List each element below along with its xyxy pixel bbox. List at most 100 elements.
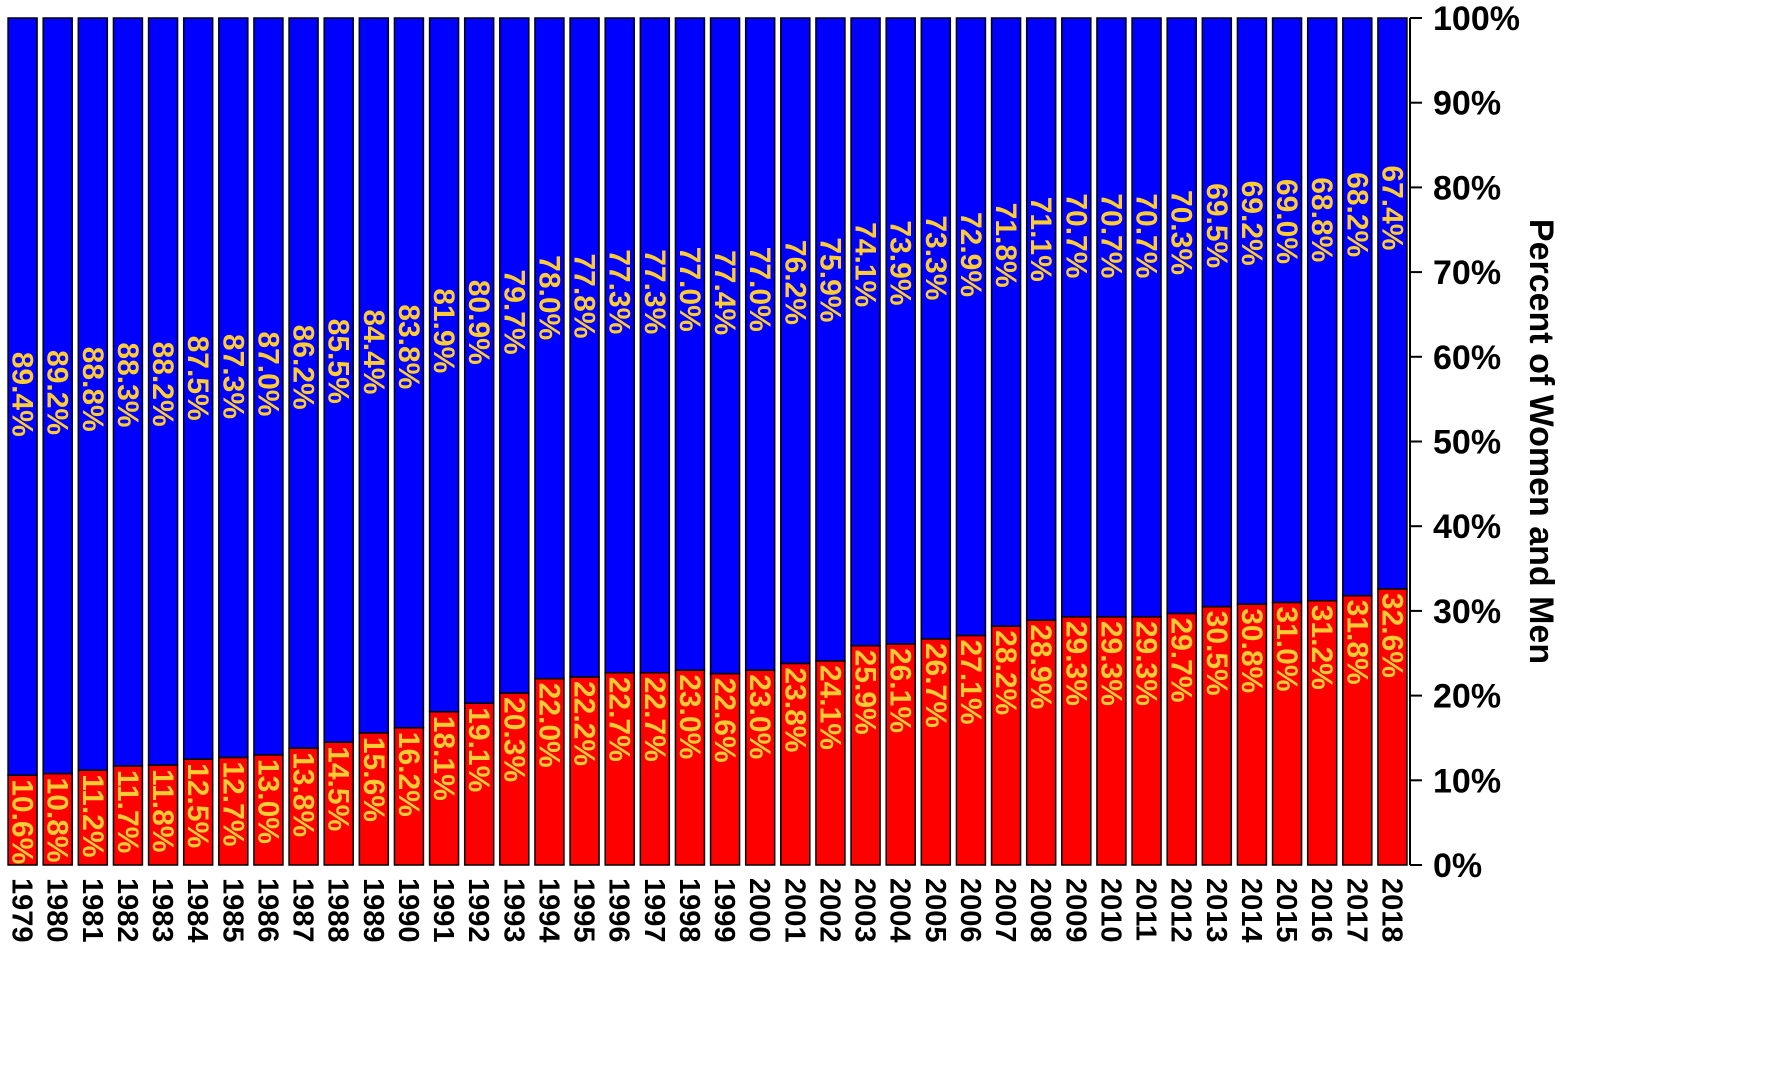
value-label-lower: 15.6% bbox=[357, 737, 390, 822]
value-label-upper: 87.0% bbox=[251, 331, 284, 416]
x-tick-label: 1999 bbox=[708, 878, 740, 943]
value-label-upper: 77.3% bbox=[638, 249, 671, 334]
value-label-lower: 23.0% bbox=[743, 674, 776, 759]
value-label-lower: 28.2% bbox=[989, 630, 1022, 715]
y-axis: 0% 10% 20% 30% 40% 50% 60% 70% 80% 90% 100% bbox=[1409, 0, 1520, 885]
value-label-lower: 18.1% bbox=[427, 716, 460, 801]
bar-upper-2013 bbox=[1201, 17, 1233, 608]
value-label-upper: 74.1% bbox=[849, 222, 882, 307]
value-label-upper: 88.3% bbox=[111, 342, 144, 427]
bar-lower-1987 bbox=[288, 747, 319, 866]
x-tick-label: 2004 bbox=[884, 878, 916, 943]
bar-lower-2000 bbox=[744, 669, 776, 866]
bar-lower-1999 bbox=[709, 672, 741, 866]
y-tick-label: 60% bbox=[1433, 339, 1501, 377]
value-label-upper: 70.7% bbox=[1130, 193, 1163, 278]
value-label-lower: 24.1% bbox=[813, 665, 846, 750]
bar-upper-1984 bbox=[182, 17, 214, 760]
bar-lower-2005 bbox=[920, 638, 952, 866]
value-label-lower: 31.2% bbox=[1305, 605, 1338, 690]
y-tick-label: 10% bbox=[1433, 762, 1501, 800]
x-tick-label: 1994 bbox=[532, 878, 564, 943]
value-label-lower: 29.3% bbox=[1059, 621, 1092, 706]
x-tick-label: 1992 bbox=[462, 878, 494, 943]
x-axis-labels: 1979 1980 1981 1982 1983 1984 1985 1986 1987 1988… bbox=[6, 878, 1408, 943]
x-tick-label: 1998 bbox=[673, 878, 705, 943]
x-tick-label: 2003 bbox=[849, 878, 881, 943]
bar-lower-1990 bbox=[393, 727, 425, 866]
value-label-lower: 10.8% bbox=[41, 778, 74, 863]
value-label-upper: 69.5% bbox=[1200, 183, 1233, 268]
bar-upper-1990 bbox=[393, 17, 425, 729]
value-label-lower: 11.2% bbox=[76, 774, 109, 857]
value-label-upper: 75.9% bbox=[813, 237, 846, 322]
value-label-lower: 23.8% bbox=[778, 667, 811, 752]
bar-upper-1979 bbox=[7, 17, 38, 776]
value-label-lower: 30.5% bbox=[1200, 611, 1233, 696]
bar-lower-1981 bbox=[77, 769, 109, 866]
bar-lower-1983 bbox=[147, 764, 179, 866]
value-label-upper: 71.1% bbox=[1024, 197, 1057, 282]
bar-upper-2010 bbox=[1096, 17, 1127, 618]
value-label-lower: 22.7% bbox=[603, 677, 636, 762]
bar-lower-2016 bbox=[1306, 599, 1338, 866]
y-tick-label: 80% bbox=[1433, 169, 1501, 207]
bar-upper-2007 bbox=[990, 17, 1022, 627]
value-label-upper: 77.4% bbox=[708, 250, 741, 335]
value-label-upper: 77.8% bbox=[568, 253, 601, 338]
bar-upper-2009 bbox=[1061, 17, 1092, 618]
value-label-upper: 87.3% bbox=[216, 334, 249, 419]
bar-lower-2011 bbox=[1131, 616, 1162, 866]
bar-lower-1985 bbox=[218, 756, 249, 866]
bar-upper-2011 bbox=[1131, 17, 1162, 618]
value-label-upper: 70.7% bbox=[1094, 193, 1127, 278]
x-tick-label: 1987 bbox=[287, 878, 319, 943]
value-label-lower: 28.9% bbox=[1024, 624, 1057, 709]
bar-upper-1988 bbox=[323, 17, 354, 743]
x-tick-label: 1991 bbox=[427, 878, 459, 943]
value-label-upper: 71.8% bbox=[989, 203, 1022, 288]
value-label-lower: 26.1% bbox=[884, 648, 917, 733]
bar-upper-1981 bbox=[77, 17, 109, 771]
value-label-lower: 11.7% bbox=[111, 770, 144, 853]
x-tick-label: 2000 bbox=[743, 878, 775, 943]
bar-lower-1984 bbox=[182, 758, 214, 866]
value-label-upper: 86.2% bbox=[287, 325, 320, 410]
x-tick-label: 2017 bbox=[1340, 878, 1372, 943]
value-label-lower: 30.8% bbox=[1235, 608, 1268, 693]
y-tick-label: 90% bbox=[1433, 85, 1501, 123]
bar-lower-1993 bbox=[499, 692, 530, 866]
bar-upper-2008 bbox=[1025, 17, 1057, 621]
value-label-lower: 11.8% bbox=[146, 769, 179, 852]
bar-upper-2014 bbox=[1236, 17, 1268, 605]
value-label-lower: 29.7% bbox=[1165, 617, 1198, 702]
x-tick-label: 2006 bbox=[954, 878, 986, 943]
y-axis-title: Percent of Women and Men bbox=[1522, 219, 1560, 664]
value-label-lower: 31.0% bbox=[1270, 606, 1303, 691]
bar-upper-1980 bbox=[42, 17, 73, 775]
bar-lower-2009 bbox=[1061, 616, 1092, 866]
value-label-upper: 72.9% bbox=[954, 212, 987, 297]
x-tick-label: 1993 bbox=[497, 878, 529, 943]
bar-lower-1986 bbox=[253, 754, 284, 866]
x-tick-label: 1996 bbox=[603, 878, 635, 943]
x-tick-label: 2011 bbox=[1130, 878, 1162, 941]
bar-upper-2012 bbox=[1166, 17, 1197, 615]
bar-lower-2017 bbox=[1342, 594, 1373, 866]
bar-lower-1992 bbox=[463, 702, 495, 866]
x-tick-label: 2016 bbox=[1305, 878, 1337, 943]
value-label-upper: 88.8% bbox=[76, 347, 109, 432]
value-label-upper: 67.4% bbox=[1375, 165, 1408, 250]
value-label-upper: 80.9% bbox=[462, 280, 495, 365]
bars-layer bbox=[7, 17, 1408, 866]
bar-lower-2002 bbox=[815, 660, 846, 866]
value-label-upper: 77.0% bbox=[743, 247, 776, 332]
bar-lower-2018 bbox=[1377, 588, 1408, 866]
bar-upper-1994 bbox=[534, 17, 565, 680]
x-tick-label: 2012 bbox=[1165, 878, 1197, 943]
value-label-lower: 10.6% bbox=[6, 779, 39, 864]
y-tick-label: 30% bbox=[1433, 593, 1501, 631]
value-labels-layer: 10.6% 89.4% 10.8% 89.2% 11.2% 88.8% 11.7% 88.3%… bbox=[6, 165, 1409, 864]
value-label-upper: 88.2% bbox=[146, 342, 179, 427]
x-tick-label: 1985 bbox=[216, 878, 248, 943]
